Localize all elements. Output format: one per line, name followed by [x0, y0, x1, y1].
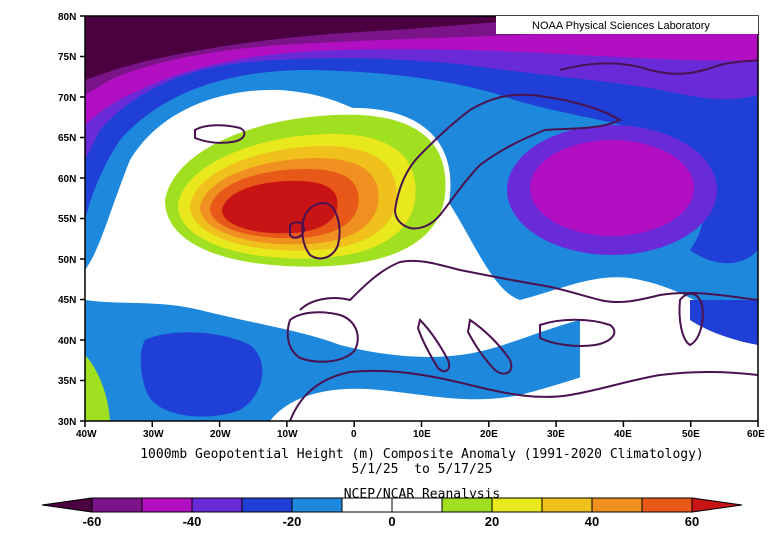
colorbar-arrow-left [41, 497, 93, 513]
colorbar-segment [291, 497, 343, 513]
lat-label-35N: 35N [58, 376, 76, 387]
coastlines [194, 59, 758, 421]
lat-label-75N: 75N [58, 52, 76, 63]
credit-label: NOAA Physical Sciences Laboratory [532, 20, 710, 32]
colorbar-arrow-right [691, 497, 743, 513]
lon-label-60E: 60E [747, 429, 765, 440]
colorbar-segment [341, 497, 393, 513]
scandinavia-outline [393, 93, 623, 230]
italy-outline [416, 318, 451, 373]
lon-label-20E: 20E [480, 429, 498, 440]
lat-label-50N: 50N [58, 255, 76, 266]
lon-label-10W: 10W [277, 429, 298, 440]
lon-label-20W: 20W [210, 429, 231, 440]
colorbar-segment [491, 497, 543, 513]
colorbar-label-neg20: -20 [283, 514, 302, 529]
lon-label-30E: 30E [547, 429, 565, 440]
colorbar-segment [241, 497, 293, 513]
lon-label-40E: 40E [614, 429, 632, 440]
colorbar-label-40: 40 [585, 514, 599, 529]
lat-axis: 80N 75N 70N 65N 60N 55N 50N 45N 40N 35N … [58, 12, 85, 428]
lat-label-40N: 40N [58, 336, 76, 347]
colorbar-label-0: 0 [388, 514, 395, 529]
colorbar-segment [391, 497, 443, 513]
colorbar-segment [441, 497, 493, 513]
colorbar-labels: -60 -40 -20 0 20 40 60 [83, 514, 700, 529]
southern-zero-patch [270, 350, 758, 421]
british-isles-outline [289, 202, 341, 260]
lon-label-40W: 40W [76, 429, 97, 440]
lat-label-80N: 80N [58, 12, 76, 23]
europe-mainland-outline [299, 259, 758, 311]
colorbar-segment [141, 497, 193, 513]
lat-label-45N: 45N [58, 295, 76, 306]
caspian-outline [678, 292, 704, 347]
iberia-outline [286, 311, 359, 363]
map-panel [85, 16, 758, 421]
colorbar-segment [541, 497, 593, 513]
iceland-outline [194, 124, 246, 144]
lon-axis: 40W 30W 20W 10W 0 10E 20E 30E 40E 50E 60… [76, 421, 765, 440]
russia-arctic-coast [559, 59, 758, 75]
north-africa-outline [289, 369, 758, 421]
lat-label-70N: 70N [58, 93, 76, 104]
lon-label-0: 0 [351, 429, 357, 440]
colorbar-segment [591, 497, 643, 513]
colorbar-segment [191, 497, 243, 513]
lon-label-50E: 50E [682, 429, 700, 440]
southwest-low-neg20 [140, 332, 263, 417]
lat-label-55N: 55N [58, 214, 76, 225]
anomaly-band-pos60 [222, 180, 338, 234]
credit-box [496, 16, 758, 34]
black-sea-outline [539, 318, 616, 348]
map-dates: 5/1/25 to 5/17/25 [352, 462, 493, 477]
anomaly-band-neg60 [85, 16, 560, 80]
colorbar-segment [91, 497, 143, 513]
southwest-pos-patch [85, 355, 110, 421]
colorbar-label-neg40: -40 [183, 514, 202, 529]
colorbar-segment [641, 497, 693, 513]
lat-label-65N: 65N [58, 133, 76, 144]
lat-label-60N: 60N [58, 174, 76, 185]
colorbar [41, 497, 743, 513]
colorbar-label-60: 60 [685, 514, 699, 529]
balkans-outline [466, 318, 513, 375]
colorbar-label-20: 20 [485, 514, 499, 529]
lat-label-30N: 30N [58, 417, 76, 428]
colorbar-label-neg60: -60 [83, 514, 102, 529]
southeast-neg-strip [690, 300, 758, 345]
lon-label-30W: 30W [143, 429, 164, 440]
lon-label-10E: 10E [413, 429, 431, 440]
eastern-low-neg40 [530, 140, 694, 236]
map-title: 1000mb Geopotential Height (m) Composite… [140, 447, 704, 462]
